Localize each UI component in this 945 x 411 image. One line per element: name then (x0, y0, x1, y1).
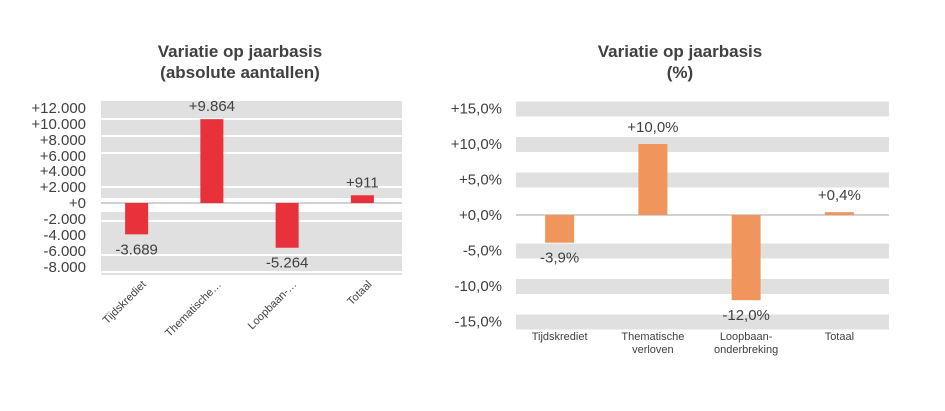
left-chart-subtitle: (absolute aantallen) (160, 63, 320, 82)
x-tick-label: Totaal (825, 331, 854, 343)
data-label: -5.264 (266, 255, 309, 272)
grid-band (516, 314, 889, 330)
right-chart-title-line1: Variatie op jaarbasis (597, 42, 763, 61)
y-tick-label: +5,0% (459, 172, 502, 189)
y-tick-label: +2.000 (40, 179, 86, 196)
y-tick-label: -10,0% (454, 278, 502, 295)
data-label: +10,0% (627, 119, 678, 136)
x-tick-label-line: Tijdskrediet (532, 331, 588, 343)
right-chart-subtitle: (%) (666, 63, 694, 82)
x-tick-label-line: Loopbaan- (720, 331, 773, 343)
left-chart-title: Variatie op jaarbasis (absolute aantalle… (60, 41, 420, 83)
x-tick-label-line: onderbreking (714, 344, 778, 356)
grid-band (516, 137, 889, 152)
x-tick-label-line: Thematische (621, 331, 684, 343)
x-tick-label: Thematische verloven (621, 331, 684, 356)
y-tick-label: +4.000 (40, 163, 86, 180)
grid-band (516, 279, 889, 294)
data-label: -3,9% (540, 250, 579, 267)
y-tick-label: -8.000 (43, 259, 86, 276)
left-chart-title-line1: Variatie op jaarbasis (157, 42, 323, 61)
bar (350, 195, 374, 203)
y-tick-label: -15,0% (454, 314, 502, 331)
y-tick-label: -4.000 (43, 227, 86, 244)
grid-band (516, 172, 889, 188)
grid-band (516, 243, 889, 259)
y-tick-label: +0,0% (459, 207, 502, 224)
y-tick-label: +15,0% (451, 101, 502, 118)
bar (638, 144, 668, 215)
bar (545, 215, 575, 243)
y-tick-label: -6.000 (43, 243, 86, 260)
grid-band (516, 101, 889, 117)
y-tick-label: +10,0% (451, 136, 502, 153)
data-label: +9.864 (189, 98, 235, 115)
data-label: -12,0% (722, 307, 770, 324)
data-label: +0,4% (818, 187, 861, 204)
bar (731, 215, 761, 301)
x-tick-label: Tijdskrediet (532, 331, 588, 343)
y-tick-label: +0 (69, 195, 86, 212)
y-tick-label: +12.000 (31, 100, 86, 117)
right-chart-title: Variatie op jaarbasis (%) (500, 41, 860, 83)
bar (824, 212, 854, 215)
x-tick-label-line: Totaal (825, 331, 854, 343)
data-label: +911 (346, 174, 379, 191)
data-label: -3.689 (115, 241, 158, 258)
y-tick-label: +6.000 (40, 148, 86, 165)
y-tick-label: +10.000 (31, 116, 86, 133)
x-tick-label-line: verloven (632, 344, 674, 356)
x-tick-label: Loopbaan-onderbreking (714, 331, 778, 356)
y-tick-label: -5,0% (463, 243, 502, 260)
y-tick-label: -2.000 (43, 211, 86, 228)
bar (200, 119, 224, 203)
bar (275, 203, 299, 248)
bar (125, 203, 149, 235)
zero-band (101, 198, 402, 212)
y-tick-label: +8.000 (40, 132, 86, 149)
